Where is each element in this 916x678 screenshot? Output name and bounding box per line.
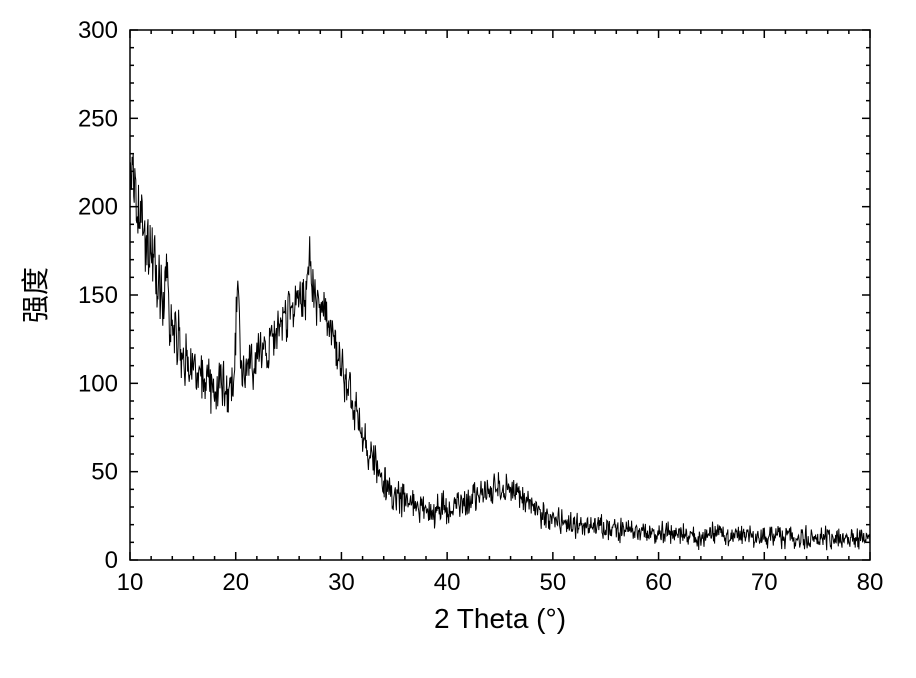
x-tick-label: 80 [857, 569, 884, 596]
y-tick-label: 150 [78, 282, 118, 309]
x-tick-label: 60 [645, 569, 672, 596]
xrd-chart: 10 20 30 40 50 60 70 80 0 50 100 150 200 250 300 2 Thet… [0, 0, 916, 678]
y-tick-label: 250 [78, 105, 118, 132]
xrd-trace [130, 153, 870, 550]
x-tick-label: 20 [222, 569, 249, 596]
x-tick-label: 30 [328, 569, 355, 596]
x-tick-label: 70 [751, 569, 778, 596]
y-tick-label: 200 [78, 194, 118, 221]
x-tick-label: 50 [540, 569, 567, 596]
y-tick-label: 50 [91, 459, 118, 486]
y-tick-label: 0 [105, 547, 118, 574]
y-tick-label: 100 [78, 370, 118, 397]
chart-svg: 10 20 30 40 50 60 70 80 0 50 100 150 200 250 300 2 Thet… [0, 0, 916, 678]
x-axis-title: 2 Theta (°) [434, 603, 566, 634]
y-axis-title: 强度 [20, 267, 51, 323]
x-tick-label: 40 [434, 569, 461, 596]
x-tick-label: 10 [117, 569, 144, 596]
y-tick-label: 300 [78, 17, 118, 44]
